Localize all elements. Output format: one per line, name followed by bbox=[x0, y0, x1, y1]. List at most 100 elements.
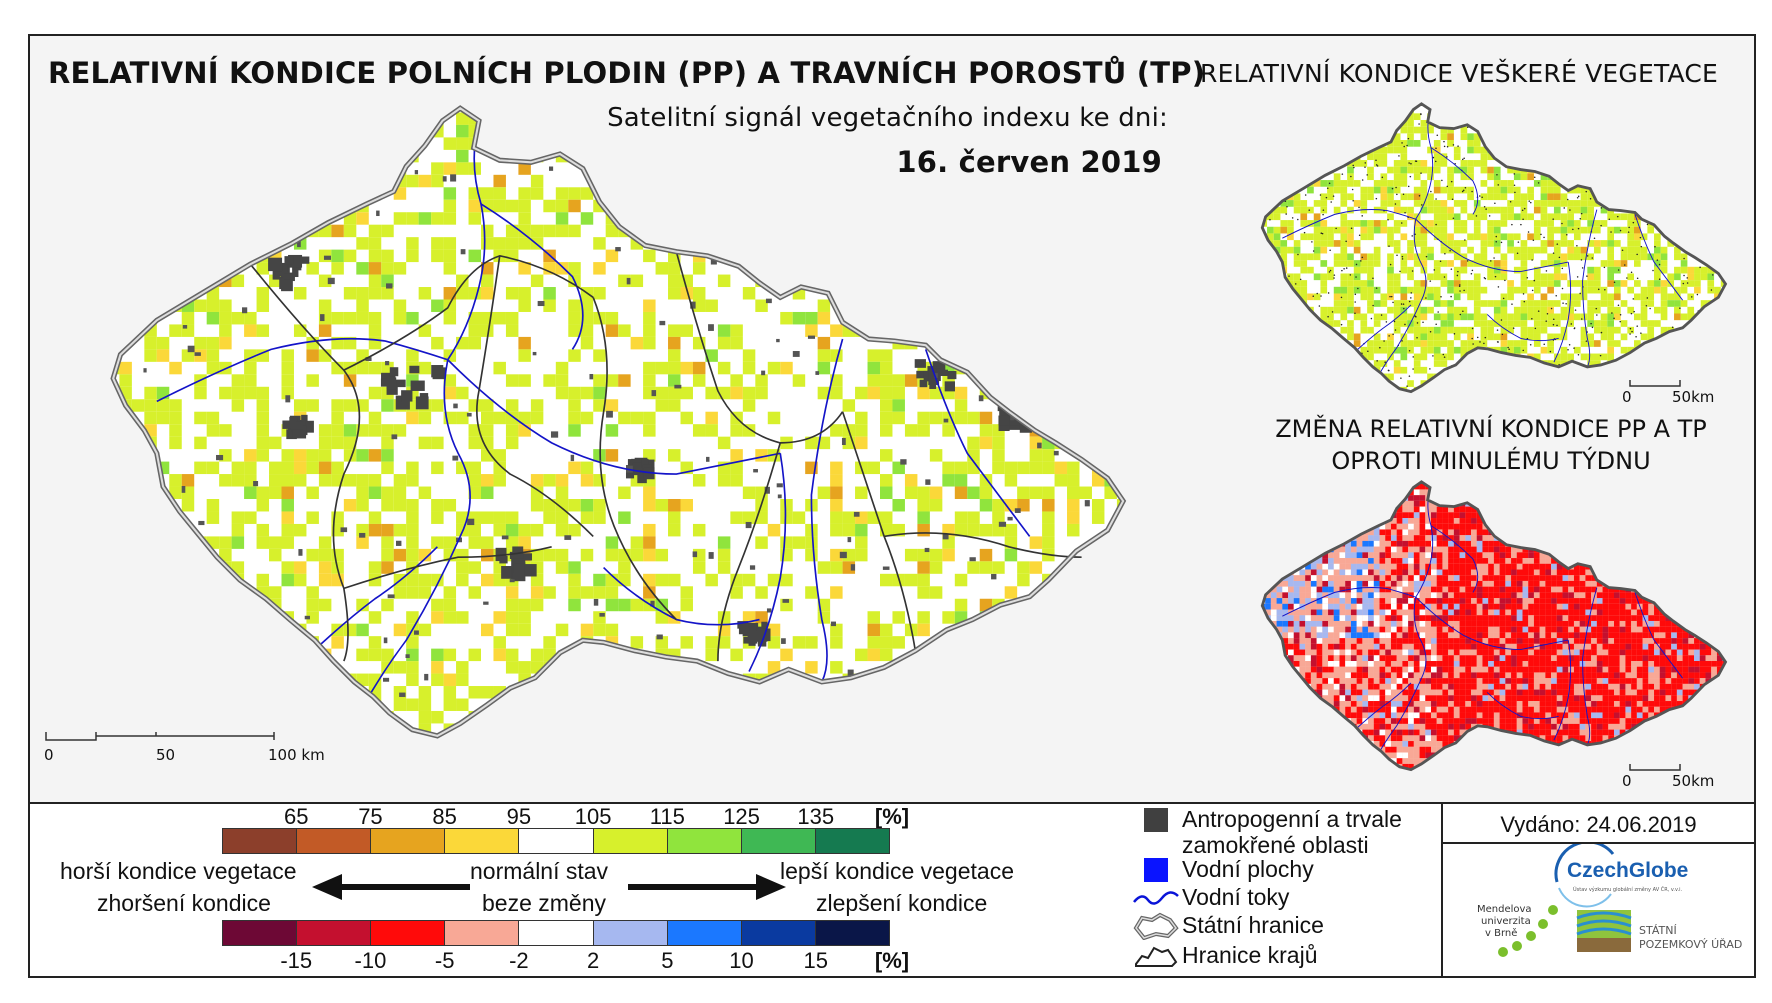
condition-cell bbox=[705, 137, 718, 150]
settlement-dot bbox=[1443, 140, 1445, 143]
condition-cell bbox=[443, 249, 457, 263]
condition-cell bbox=[281, 486, 294, 499]
vegetation-cell bbox=[1307, 206, 1314, 214]
vegetation-cell bbox=[1393, 206, 1401, 214]
vegetation-cell bbox=[1460, 346, 1468, 354]
condition-cell bbox=[867, 162, 880, 175]
condition-cell bbox=[443, 374, 457, 387]
vegetation-cell bbox=[1262, 103, 1268, 107]
condition-cell bbox=[113, 648, 120, 662]
settlement-dot bbox=[1579, 375, 1581, 377]
settlement-dot bbox=[1344, 127, 1347, 129]
vegetation-cell bbox=[1553, 186, 1561, 194]
settlement-dot bbox=[1400, 377, 1402, 379]
settlement-dot bbox=[1525, 166, 1527, 168]
condition-cell bbox=[692, 474, 706, 487]
vegetation-cell bbox=[1533, 153, 1541, 161]
condition-cell bbox=[730, 648, 743, 662]
condition-cell bbox=[867, 124, 880, 138]
settlement-dot bbox=[1267, 274, 1270, 276]
settlement-dot bbox=[1697, 316, 1700, 318]
condition-cell bbox=[206, 187, 220, 200]
condition-cell bbox=[767, 623, 781, 637]
condition-cell bbox=[244, 486, 257, 499]
vegetation-cell bbox=[1714, 186, 1721, 194]
settlement-dot bbox=[1355, 263, 1358, 266]
vegetation-cell bbox=[1440, 186, 1448, 194]
vegetation-cell bbox=[1567, 220, 1574, 227]
settlement-dot bbox=[1527, 126, 1529, 129]
condition-cell bbox=[555, 710, 569, 724]
vegetation-cell bbox=[1513, 200, 1521, 207]
settlement-dot bbox=[1320, 232, 1323, 234]
vegetation-cell bbox=[1262, 193, 1268, 201]
condition-cell bbox=[742, 386, 756, 400]
settlement-dot bbox=[1704, 371, 1706, 373]
settlement-dot bbox=[1687, 178, 1689, 181]
condition-cell bbox=[156, 336, 170, 350]
vegetation-cell bbox=[1387, 103, 1394, 107]
vegetation-cell bbox=[1493, 166, 1501, 174]
condition-cell bbox=[855, 299, 868, 312]
condition-cell bbox=[742, 710, 756, 724]
anthropogenic-area bbox=[298, 549, 303, 556]
vegetation-cell bbox=[1300, 346, 1308, 354]
condition-cell bbox=[113, 249, 120, 263]
condition-cell bbox=[94, 437, 106, 449]
condition-cell bbox=[169, 137, 182, 150]
settlement-dot bbox=[1672, 172, 1674, 174]
vegetation-cell bbox=[1520, 326, 1528, 334]
condition-cell bbox=[368, 124, 382, 138]
settlement-dot bbox=[1461, 379, 1464, 381]
vegetation-cell bbox=[1714, 394, 1721, 401]
condition-cell bbox=[817, 436, 831, 450]
settlement-dot bbox=[1493, 384, 1495, 386]
vegetation-cell bbox=[1453, 213, 1461, 221]
condition-cell bbox=[1067, 349, 1080, 362]
vegetation-cell bbox=[1280, 153, 1288, 161]
vegetation-cell bbox=[1300, 306, 1308, 314]
condition-cell bbox=[119, 523, 132, 537]
condition-cell bbox=[481, 287, 494, 300]
vegetation-cell bbox=[1667, 280, 1675, 287]
condition-cell bbox=[692, 686, 706, 699]
vegetation-cell bbox=[1600, 106, 1608, 114]
settlement-dot bbox=[1364, 166, 1366, 168]
settlement-dot bbox=[1695, 326, 1697, 328]
settlement-dot bbox=[1335, 227, 1337, 230]
vegetation-cell bbox=[1533, 300, 1541, 307]
map-date: 16. červen 2019 bbox=[896, 145, 1162, 179]
settlement-dot bbox=[1319, 345, 1322, 347]
vegetation-cell bbox=[1620, 346, 1628, 354]
settlement-dot bbox=[1354, 312, 1356, 315]
vegetation-cell bbox=[1694, 133, 1701, 141]
condition-cell bbox=[767, 162, 781, 175]
vegetation-cell bbox=[1313, 233, 1321, 241]
condition-cell bbox=[456, 611, 469, 624]
settlement-dot bbox=[1435, 147, 1437, 150]
condition-cell bbox=[1042, 224, 1055, 238]
settlement-dot bbox=[1514, 191, 1516, 194]
settlement-dot bbox=[1319, 194, 1322, 196]
vegetation-cell bbox=[1433, 140, 1441, 147]
vegetation-cell bbox=[1540, 133, 1548, 141]
vegetation-cell bbox=[1393, 186, 1401, 194]
vegetation-cell bbox=[1320, 386, 1328, 392]
vegetation-cell bbox=[1573, 373, 1581, 381]
vegetation-cell bbox=[1500, 206, 1508, 214]
vegetation-cell bbox=[1420, 126, 1428, 134]
settlement-dot bbox=[1547, 141, 1550, 144]
condition-cell bbox=[568, 424, 581, 437]
vegetation-cell bbox=[1353, 386, 1361, 392]
condition-cell bbox=[393, 698, 407, 711]
vegetation-cell bbox=[1267, 120, 1274, 127]
settlement-dot bbox=[1453, 333, 1456, 335]
region-border bbox=[841, 411, 917, 651]
condition-cell bbox=[194, 386, 207, 400]
condition-cell bbox=[555, 361, 569, 375]
vegetation-cell bbox=[1547, 340, 1554, 347]
settlement-dot bbox=[1552, 252, 1555, 254]
vegetation-cell bbox=[1634, 260, 1641, 267]
condition-cell bbox=[1017, 249, 1030, 263]
condition-cell bbox=[1054, 249, 1068, 263]
